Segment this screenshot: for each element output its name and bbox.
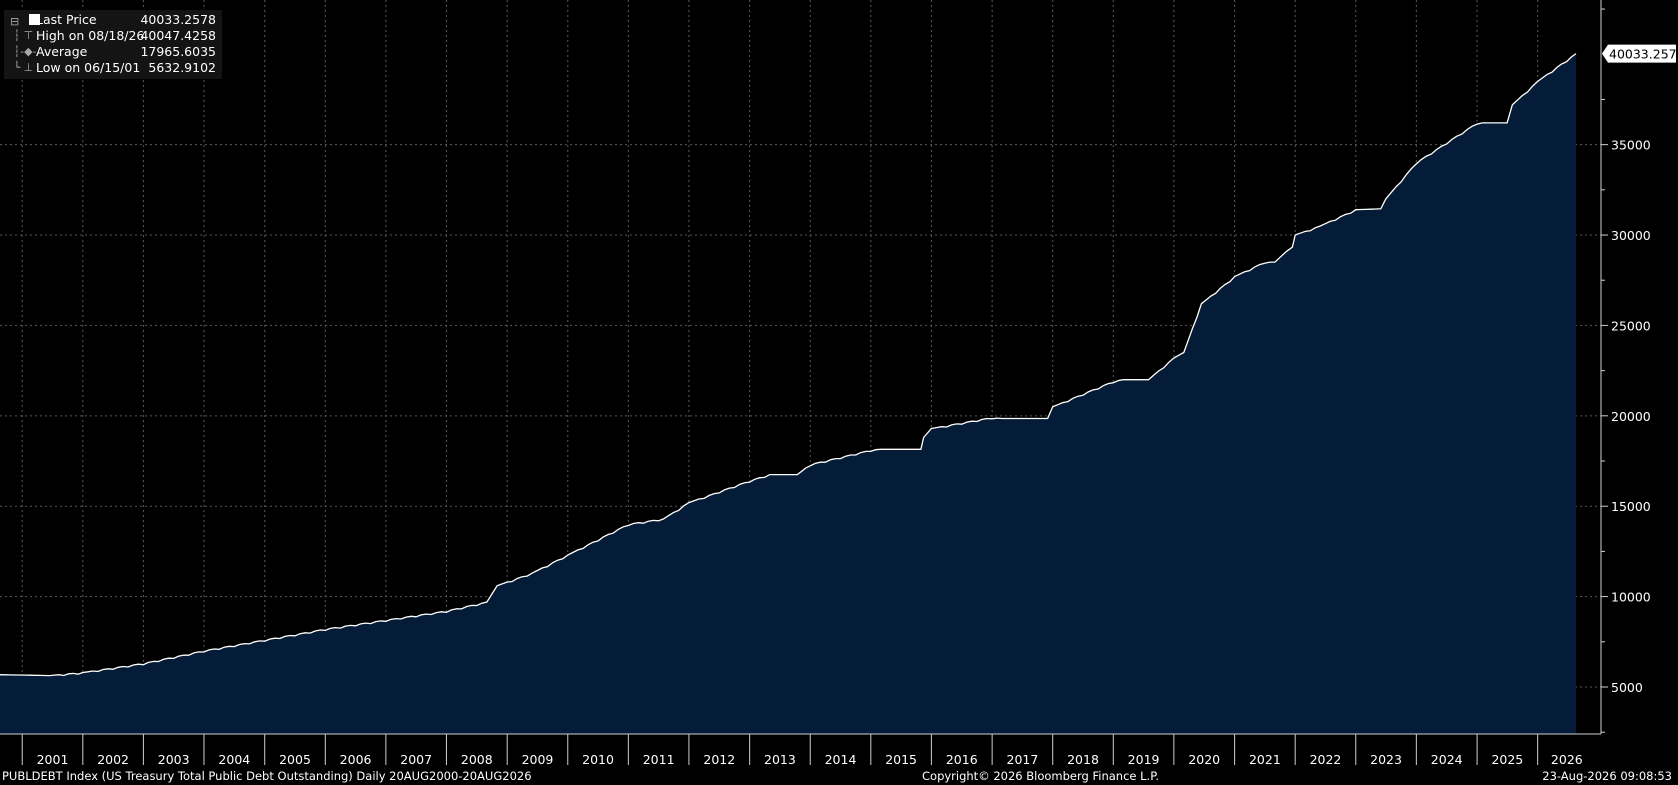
x-tick-label: 2004 [218,752,250,767]
x-tick-label: 2017 [1007,752,1039,767]
average-marker-icon: ┆-◆- [10,45,37,58]
x-tick-label: 2010 [582,752,614,767]
last-value-tag-text: 40033.2578 [1609,47,1678,62]
x-tick-label: 2013 [764,752,796,767]
y-tick-label: 35000 [1611,138,1651,153]
chart-legend: ⊟ Last Price 40033.2578 ┆ ⊤ High on 08/1… [4,10,222,79]
y-tick-label: 20000 [1611,409,1651,424]
x-tick-label: 2026 [1551,752,1583,767]
x-tick-label: 2005 [279,752,311,767]
x-tick-label: 2023 [1370,752,1402,767]
y-tick-label: 15000 [1611,499,1651,514]
high-marker-icon: ┆ ⊤ [10,29,34,42]
y-tick-label: 10000 [1611,590,1651,605]
y-tick-label: 25000 [1611,318,1651,333]
x-tick-label: 2025 [1491,752,1523,767]
last-value-tag: 40033.2578 [1602,44,1678,63]
y-tick-label: 30000 [1611,228,1651,243]
legend-item-average: ┆-◆- Average 17965.6035 [4,44,222,60]
legend-value: 5632.9102 [148,60,216,75]
x-tick-label: 2002 [97,752,129,767]
x-tick-label: 2006 [340,752,372,767]
legend-item-high: ┆ ⊤ High on 08/18/26 40047.4258 [4,28,222,44]
y-tick-label: 5000 [1611,680,1643,695]
legend-value: 40047.4258 [140,28,216,43]
legend-item-low: └ ⊥ Low on 06/15/01 5632.9102 [4,60,222,76]
legend-item-last-price: ⊟ Last Price 40033.2578 [4,12,222,28]
x-tick-label: 2001 [37,752,69,767]
legend-value: 17965.6035 [140,44,216,59]
x-axis-ticks: 2001 2002 2003 2004 2005 2006 2007 2008 2009 2010… [21,734,1583,767]
legend-label: Average [36,44,88,59]
x-tick-label: 2007 [400,752,432,767]
series-area-fill [0,53,1576,735]
x-tick-label: 2011 [643,752,675,767]
legend-swatch-icon: ⊟ [10,12,41,30]
series-line [0,53,1577,677]
legend-label: Low on 06/15/01 [36,60,141,75]
x-tick-label: 2022 [1310,752,1342,767]
x-tick-label: 2018 [1067,752,1099,767]
x-tick-label: 2015 [885,752,917,767]
x-tick-label: 2003 [158,752,190,767]
legend-label: High on 08/18/26 [36,28,145,43]
x-tick-label: 2024 [1431,752,1463,767]
footer-timestamp: 23-Aug-2026 09:08:53 [1542,769,1672,783]
x-tick-label: 2016 [946,752,978,767]
y-axis-ticks: 5000 10000 15000 20000 25000 30000 35000 [1601,8,1651,733]
x-tick-label: 2014 [825,752,857,767]
x-tick-label: 2008 [461,752,493,767]
x-tick-label: 2012 [703,752,735,767]
last-value-tag-shape [1602,44,1676,63]
low-marker-icon: └ ⊥ [10,61,34,74]
x-tick-label: 2019 [1128,752,1160,767]
legend-value: 40033.2578 [140,12,216,27]
legend-label: Last Price [36,12,97,27]
x-tick-label: 2009 [522,752,554,767]
footer-ticker-description: PUBLDEBT Index (US Treasury Total Public… [2,769,532,783]
x-tick-label: 2020 [1188,752,1220,767]
footer-copyright: Copyright© 2026 Bloomberg Finance L.P. [922,769,1159,783]
x-tick-label: 2021 [1249,752,1281,767]
